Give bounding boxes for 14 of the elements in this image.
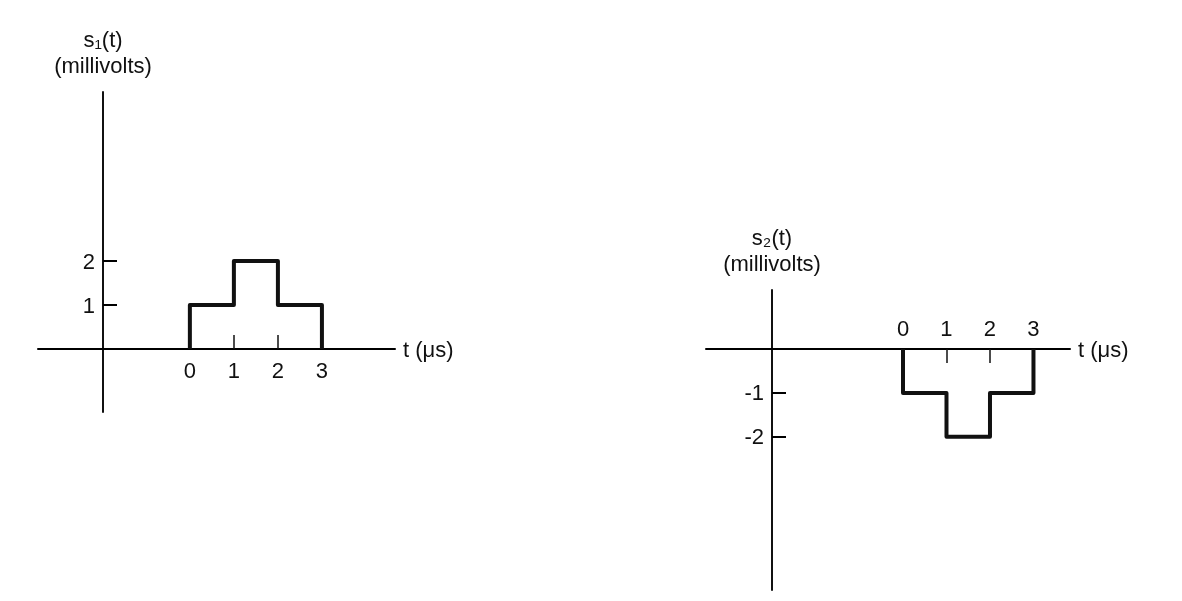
y-tick-label: -1 — [744, 380, 764, 406]
x-tick-label: 0 — [183, 357, 196, 383]
y-axis-title: s₂(t) (millivolts) — [723, 224, 821, 276]
y-tick-label: -2 — [744, 424, 764, 450]
x-tick-label: 3 — [315, 357, 329, 383]
x-tick-label: 2 — [271, 357, 285, 383]
x-tick-label: 1 — [940, 315, 953, 341]
x-axis-title: t (μs) — [1078, 336, 1129, 362]
x-tick-label: 2 — [983, 315, 997, 341]
x-axis-title: t (μs) — [403, 336, 454, 362]
x-tick-label: 0 — [896, 315, 910, 341]
y-axis-title: s₁(t) (millivolts) — [54, 26, 152, 78]
x-tick-label: 1 — [227, 357, 241, 383]
x-tick-label: 3 — [1027, 315, 1040, 341]
